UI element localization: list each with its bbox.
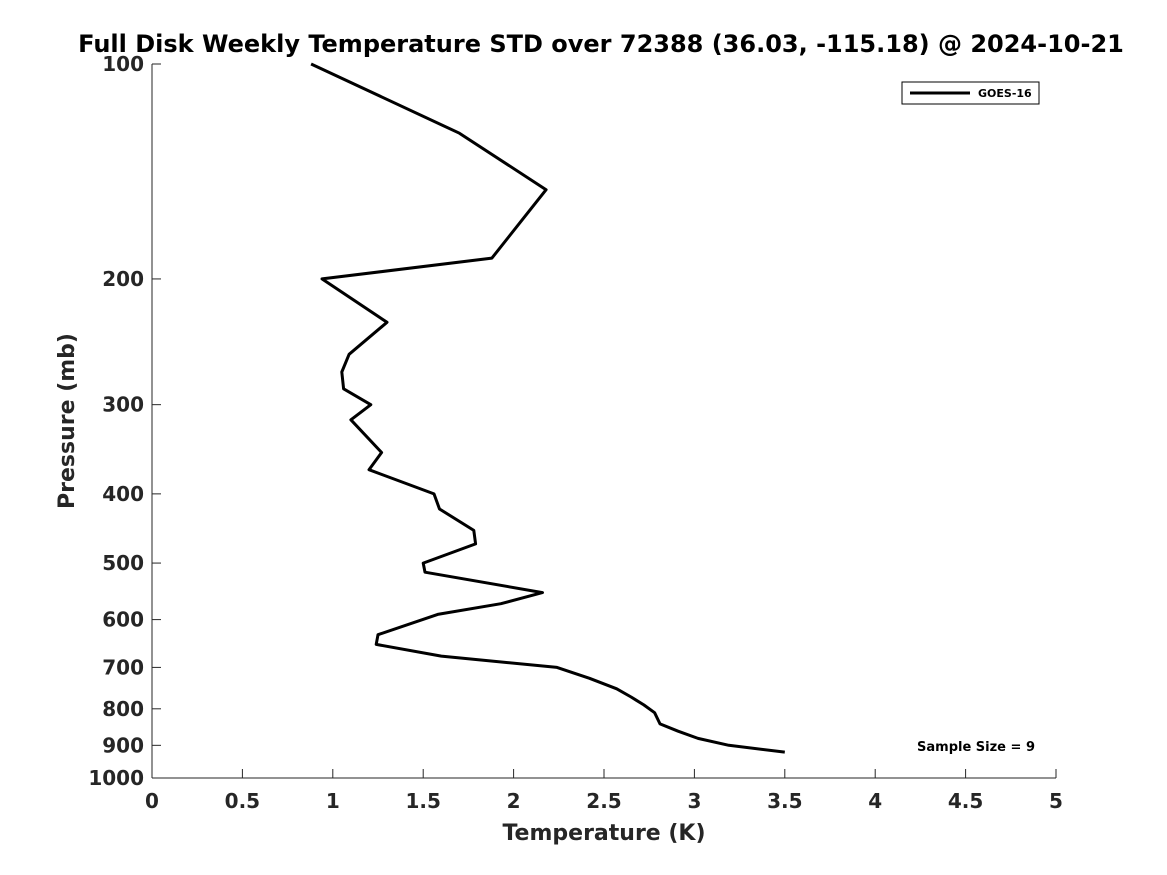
y-tick-label: 100 (102, 52, 144, 76)
legend: GOES-16 (901, 81, 1040, 105)
x-tick-label: 0 (145, 789, 159, 813)
y-tick-label: 800 (102, 697, 144, 721)
x-tick-label: 0.5 (225, 789, 260, 813)
y-tick-label: 200 (102, 267, 144, 291)
y-tick-label: 500 (102, 551, 144, 575)
y-tick-label: 400 (102, 482, 144, 506)
x-tick-label: 4.5 (948, 789, 983, 813)
y-tick-label: 600 (102, 608, 144, 632)
x-axis-ticks: 0 0.5 1 1.5 2 2.5 3 3.5 4 4.5 5 (145, 769, 1063, 813)
y-tick-label: 1000 (88, 766, 144, 790)
x-axis-label: Temperature (K) (502, 821, 705, 846)
x-tick-label: 3 (687, 789, 701, 813)
x-tick-label: 2.5 (586, 789, 621, 813)
axes (151, 64, 1056, 779)
chart-title: Full Disk Weekly Temperature STD over 72… (78, 30, 1124, 58)
x-tick-label: 1.5 (405, 789, 440, 813)
series-lines (310, 62, 785, 754)
y-tick-label: 300 (102, 393, 144, 417)
y-axis-ticks: 100 200 300 400 500 600 700 800 900 1000 (88, 52, 161, 790)
legend-box (901, 81, 1040, 105)
x-tick-label: 3.5 (767, 789, 802, 813)
x-tick-label: 1 (326, 789, 340, 813)
x-tick-label: 5 (1049, 789, 1063, 813)
y-tick-label: 700 (102, 655, 144, 679)
x-tick-label: 2 (507, 789, 521, 813)
legend-label-goes-16: GOES-16 (978, 87, 1032, 100)
y-tick-label: 900 (102, 733, 144, 757)
x-tick-label: 4 (868, 789, 882, 813)
y-axis-label: Pressure (mb) (55, 333, 80, 509)
series-line-goes-16 (310, 62, 785, 754)
sample-size-annotation: Sample Size = 9 (917, 740, 1035, 755)
